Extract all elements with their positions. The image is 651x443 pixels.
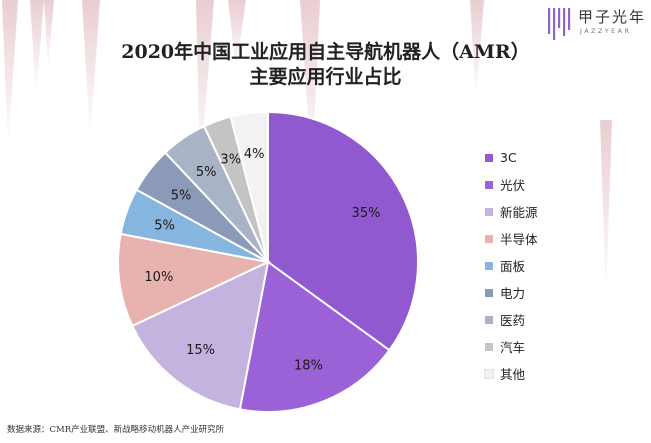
legend-label: 其他 [500,367,526,382]
legend-swatch [485,153,493,162]
legend-swatch [484,368,494,379]
legend-swatch [485,342,493,351]
legend-label: 医药 [500,313,526,328]
legend-item: 新能源 [485,198,538,225]
pie-slice [267,110,419,352]
chart-title: 2020年中国工业应用自主导航机器人（AMR） [121,41,530,63]
pie-slice-label: 18% [294,358,323,373]
legend-item: 医药 [485,306,538,333]
legend-label: 面板 [500,259,526,274]
legend-label: 新能源 [500,205,538,220]
legend-item: 电力 [485,279,538,306]
brand-name: 甲子光年 [578,8,647,26]
legend-item: 面板 [485,252,538,279]
legend-swatch [485,261,493,270]
chart-legend: 3C 光伏新能源半导体面板电力医药汽车其他 [484,144,538,387]
chart-subtitle: 主要应用行业占比 [249,66,402,88]
legend-swatch [485,288,493,297]
brand-subtitle: JAZZYEAR [580,27,632,35]
pie-slice-label: 5% [171,189,192,204]
legend-label: 3C [500,150,517,165]
pie-slice [238,260,391,413]
legend-label: 光伏 [500,178,526,193]
pie-slice-label: 5% [196,165,217,180]
legend-label: 电力 [500,286,526,301]
pie-slice-label: 35% [352,206,381,221]
brand-logo-mark [548,8,571,40]
legend-item: 汽车 [485,333,538,360]
pie-slice [130,260,270,411]
legend-label: 汽车 [500,340,526,355]
pie-slice-label: 4% [244,147,265,162]
pie-slice-label: 5% [154,219,175,234]
legend-swatch [485,207,493,216]
legend-swatch [485,315,493,324]
pie-slice-label: 15% [186,343,215,358]
legend-item: 3C [485,144,538,171]
legend-item: 其他 [484,360,538,387]
pie-slice [229,110,269,263]
legend-swatch [485,234,493,243]
legend-label: 半导体 [500,232,538,247]
pie-slice-label: 3% [220,153,241,168]
pie-slice-label: 10% [144,270,173,285]
data-source: 数据来源：CMR产业联盟、新战略移动机器人产业研究所 [7,425,225,435]
pie-slice [117,232,272,328]
legend-swatch [485,180,493,189]
legend-item: 半导体 [485,225,538,252]
legend-item: 光伏 [485,171,538,198]
